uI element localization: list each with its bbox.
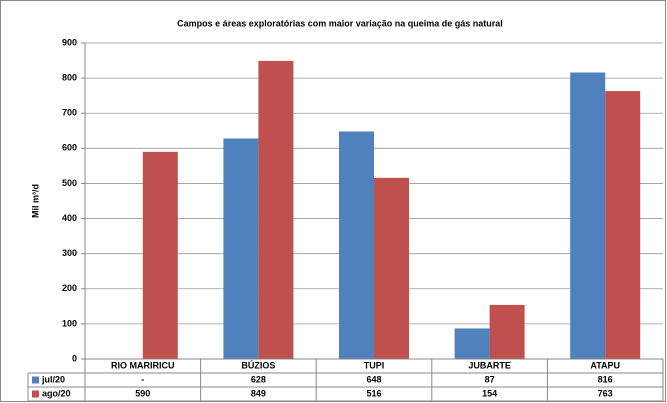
table-cell: 849 [251,388,266,398]
y-tick-label: 700 [62,108,77,118]
y-tick-label: 600 [62,143,77,153]
table-cell: - [141,374,144,384]
y-tick-label: 400 [62,213,77,223]
table-cell: 648 [366,374,381,384]
table-cell: 590 [135,388,150,398]
bar [142,151,178,359]
y-tick-label: 800 [62,72,77,82]
table-cell: 154 [482,388,497,398]
bar [223,138,259,359]
legend-swatch [32,376,39,384]
table-cell: 516 [366,388,381,398]
x-tick-label: RIO MARIRICU [111,360,175,370]
bar [339,131,374,359]
table-cell: 628 [251,374,266,384]
legend-label: jul/20 [41,374,65,384]
table-cell: 816 [598,374,613,384]
legend-swatch [32,390,39,398]
y-tick-label: 900 [62,37,77,47]
x-tick-label: ATAPU [590,360,620,370]
y-tick-label: 300 [62,248,77,258]
bar [258,60,294,359]
y-tick-label: 100 [62,318,77,328]
x-tick-label: BÚZIOS [241,359,275,370]
x-tick-label: JUBARTE [468,360,511,370]
bar [605,91,641,359]
table-cell: 763 [598,388,613,398]
bar [570,72,606,359]
chart-title: Campos e áreas exploratórias com maior v… [177,18,503,28]
table-cell: 87 [485,374,495,384]
bar [374,177,409,359]
y-tick-label: 500 [62,178,77,188]
legend-label: ago/20 [42,388,71,398]
y-axis-label: Mil m³/d [30,184,40,218]
bar [454,328,490,359]
bar [489,304,525,359]
x-tick-label: TUPI [364,360,385,370]
y-tick-label: 200 [62,283,77,293]
y-tick-label: 0 [72,353,77,363]
